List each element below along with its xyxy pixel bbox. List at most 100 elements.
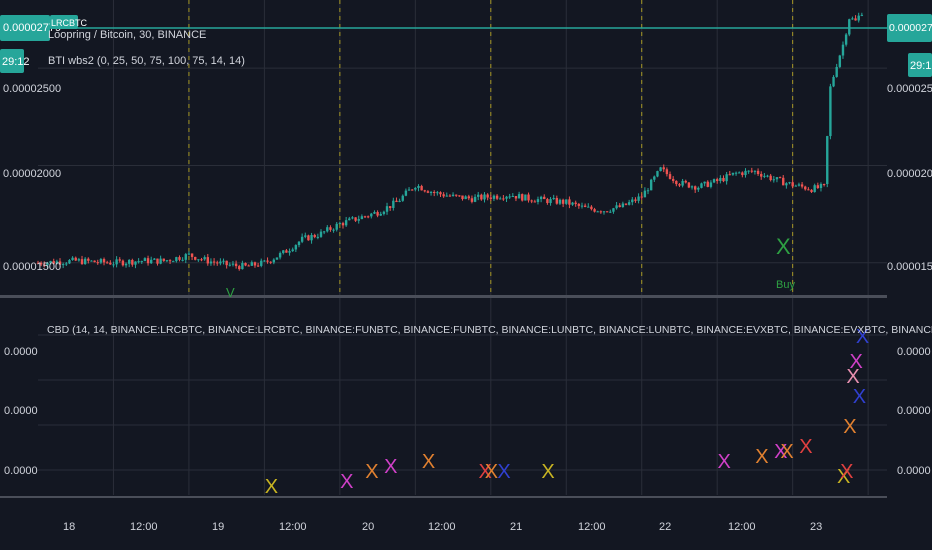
candle-body-93 — [329, 227, 332, 230]
candle-body-192 — [640, 196, 643, 198]
price-pane-indicator[interactable]: BTI wbs2 (0, 25, 50, 75, 100, 75, 14, 14… — [48, 55, 245, 67]
candle-body-252 — [829, 86, 832, 137]
indicator-marker-3: X — [384, 456, 397, 478]
candle-body-22 — [105, 262, 109, 264]
indicator-right-label-middle: 0.0000 — [897, 405, 931, 417]
candle-body-90 — [319, 231, 323, 237]
candle-body-176 — [590, 206, 593, 210]
candle-body-101 — [354, 217, 357, 221]
candle-body-71 — [260, 260, 263, 266]
left-countdown-label: 29:12 — [2, 56, 30, 68]
indicator-marker-8: X — [541, 461, 554, 483]
candle-body-110 — [382, 211, 386, 214]
candle-body-148 — [502, 198, 505, 200]
indicator-marker-15: X — [840, 461, 853, 483]
candle-body-4 — [49, 261, 52, 263]
candle-body-106 — [370, 213, 373, 217]
candle-body-124 — [426, 191, 430, 193]
candle-body-65 — [241, 263, 244, 270]
candle-body-182 — [609, 211, 612, 213]
candle-body-245 — [807, 189, 810, 191]
candle-body-48 — [187, 253, 191, 255]
indicator-marker-11: X — [774, 441, 787, 463]
candle-body-105 — [366, 216, 370, 218]
candle-body-223 — [738, 172, 741, 174]
candle-body-81 — [291, 249, 294, 252]
indicator-pane-title[interactable]: CBD (14, 14, BINANCE:LRCBTC, BINANCE:LRC… — [47, 324, 932, 336]
candle-body-256 — [841, 44, 845, 56]
candle-body-149 — [505, 196, 508, 199]
indicator-marker-13: X — [799, 436, 812, 458]
candle-body-211 — [700, 183, 703, 188]
candle-body-226 — [747, 170, 750, 172]
candle-body-235 — [775, 177, 779, 180]
candle-body-259 — [851, 18, 854, 20]
candle-body-96 — [338, 223, 342, 225]
candle-body-2 — [43, 264, 46, 266]
candle-body-25 — [115, 259, 118, 265]
candle-body-151 — [511, 196, 515, 198]
candle-body-206 — [684, 180, 687, 183]
candle-body-64 — [238, 266, 241, 270]
candle-body-73 — [266, 260, 269, 262]
left-countdown-badge — [0, 49, 24, 73]
candle-body-255 — [838, 55, 842, 67]
indicator-marker-18: X — [850, 351, 863, 373]
candle-body-102 — [357, 219, 360, 221]
candle-body-119 — [410, 189, 414, 191]
candle-body-243 — [800, 184, 804, 187]
candle-body-177 — [593, 209, 596, 212]
candle-body-231 — [763, 175, 766, 177]
pane-separator[interactable] — [0, 295, 887, 298]
candle-body-100 — [351, 217, 354, 219]
time-label-19: 19 — [212, 521, 224, 533]
candle-body-201 — [668, 174, 672, 179]
candle-body-58 — [219, 261, 222, 264]
candle-body-185 — [618, 205, 621, 207]
candle-body-79 — [285, 250, 288, 253]
candle-body-111 — [385, 206, 389, 212]
left-price-label-2500: 0.00002500 — [3, 83, 61, 95]
left-price-label-1500: 0.00001500 — [3, 261, 61, 273]
candle-body-33 — [140, 261, 143, 263]
candle-body-28 — [124, 263, 128, 266]
candle-body-97 — [341, 223, 345, 226]
candle-body-227 — [750, 170, 753, 172]
candle-body-77 — [278, 253, 282, 258]
indicator-right-label-top: 0.0000 — [897, 346, 931, 358]
time-axis-line — [0, 496, 887, 498]
right-countdown-label: 29:12 — [910, 60, 932, 72]
candle-body-157 — [530, 200, 533, 202]
candle-body-217 — [719, 177, 722, 181]
symbol-badge[interactable] — [50, 15, 78, 29]
candle-body-209 — [693, 186, 697, 190]
candle-body-196 — [653, 176, 656, 180]
candle-body-15 — [83, 258, 87, 265]
candle-body-21 — [102, 259, 106, 263]
candle-body-37 — [153, 258, 156, 260]
candle-body-88 — [313, 234, 316, 238]
candle-body-66 — [244, 263, 247, 266]
candle-body-210 — [697, 187, 700, 190]
candle-body-262 — [860, 14, 864, 16]
time-label-21: 21 — [510, 521, 522, 533]
candle-body-212 — [703, 181, 706, 184]
candle-body-163 — [549, 199, 552, 204]
candle-body-178 — [596, 211, 599, 213]
candle-body-171 — [574, 202, 577, 204]
candle-body-98 — [344, 220, 348, 226]
candle-body-251 — [826, 136, 829, 185]
candle-body-199 — [662, 167, 665, 170]
candle-body-85 — [304, 235, 307, 237]
candle-body-145 — [492, 195, 496, 199]
indicator-marker-0: X — [265, 476, 278, 498]
candle-body-239 — [788, 182, 791, 184]
indicator-right-label-bottom: 0.0000 — [897, 465, 931, 477]
candle-body-260 — [854, 18, 857, 21]
candle-body-184 — [615, 205, 618, 209]
candle-body-254 — [835, 66, 838, 77]
candle-body-188 — [627, 202, 631, 205]
candle-body-87 — [310, 234, 313, 241]
candle-body-27 — [121, 260, 125, 266]
